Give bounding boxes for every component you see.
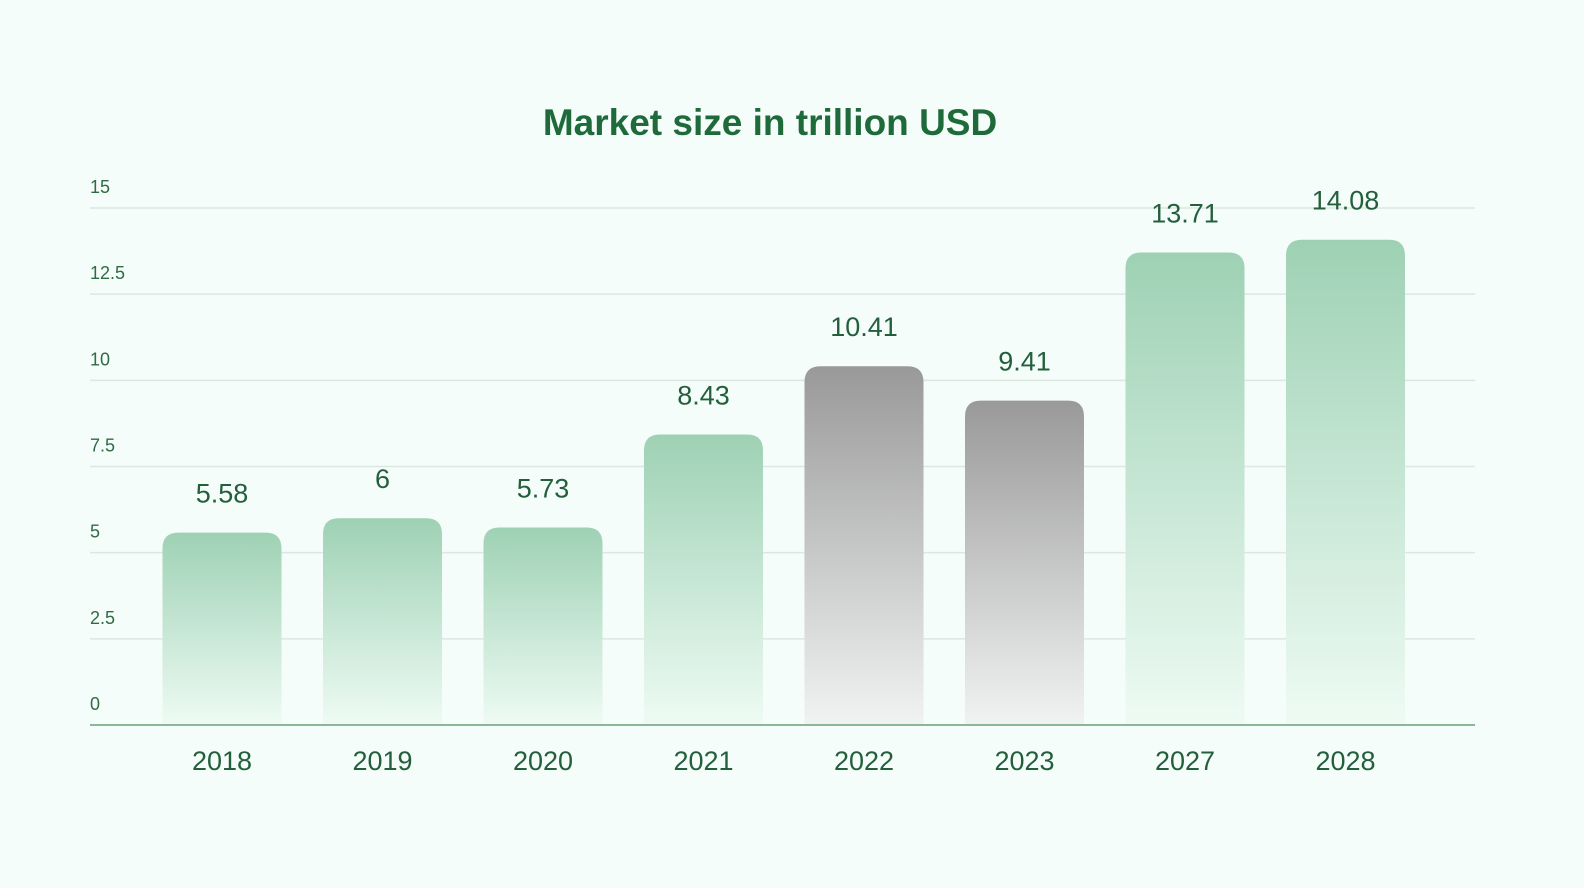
y-tick-label: 0 xyxy=(90,694,100,714)
bar-2021 xyxy=(644,434,763,725)
chart-title: Market size in trillion USD xyxy=(543,102,997,143)
x-tick-label-2028: 2028 xyxy=(1315,746,1375,776)
y-tick-label: 2.5 xyxy=(90,608,115,628)
x-tick-label-2022: 2022 xyxy=(834,746,894,776)
bar-2022 xyxy=(804,366,924,725)
y-tick-label: 15 xyxy=(90,177,110,197)
y-tick-label: 7.5 xyxy=(90,436,115,456)
data-label-2022: 10.41 xyxy=(830,312,898,342)
y-tick-label: 5 xyxy=(90,522,100,542)
x-tick-label-2020: 2020 xyxy=(513,746,573,776)
bar-2023 xyxy=(965,400,1084,725)
data-label-2020: 5.73 xyxy=(517,474,570,504)
x-tick-label-2021: 2021 xyxy=(673,746,733,776)
x-tick-label-2018: 2018 xyxy=(192,746,252,776)
bar-2019 xyxy=(323,518,442,725)
bar-2018 xyxy=(162,532,282,725)
data-label-2028: 14.08 xyxy=(1312,186,1380,216)
data-labels: 5.58 6 5.73 8.43 10.41 9.41 13.71 14.08 xyxy=(196,186,1380,509)
gridlines xyxy=(90,207,1475,640)
x-axis-ticks: 2018 2019 2020 2021 2022 2023 2027 2028 xyxy=(192,746,1376,776)
bar-2020 xyxy=(483,527,603,725)
data-label-2027: 13.71 xyxy=(1151,198,1219,228)
x-tick-label-2023: 2023 xyxy=(994,746,1054,776)
data-label-2023: 9.41 xyxy=(998,347,1051,377)
bars xyxy=(162,239,1405,725)
bar-2027 xyxy=(1125,252,1245,725)
x-tick-label-2027: 2027 xyxy=(1155,746,1215,776)
y-tick-label: 12.5 xyxy=(90,263,125,283)
data-label-2019: 6 xyxy=(375,464,390,494)
data-label-2018: 5.58 xyxy=(196,479,249,509)
y-axis-ticks: 0 2.5 5 7.5 10 12.5 15 xyxy=(90,177,125,714)
x-tick-label-2019: 2019 xyxy=(352,746,412,776)
bar-2028 xyxy=(1286,239,1405,725)
y-tick-label: 10 xyxy=(90,349,110,369)
data-label-2021: 8.43 xyxy=(677,380,730,410)
